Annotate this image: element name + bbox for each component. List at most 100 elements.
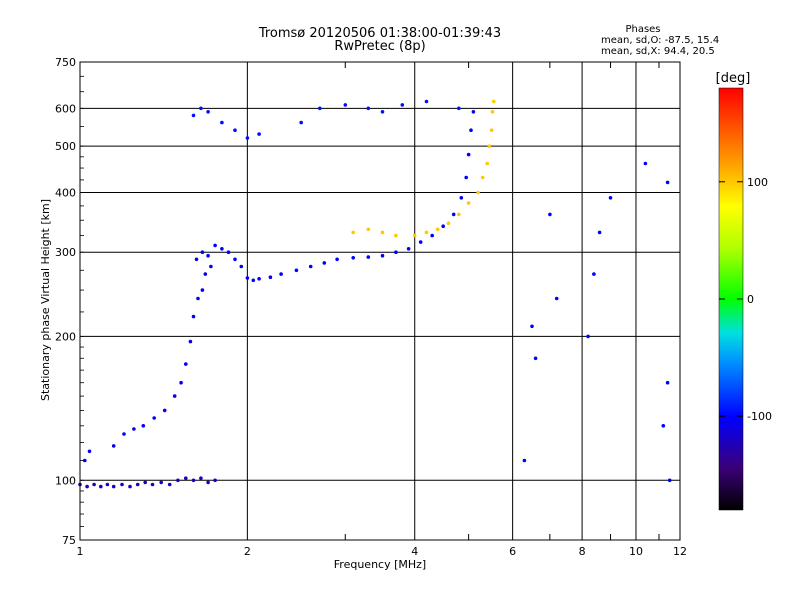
data-point bbox=[299, 120, 304, 125]
colorbar-tick-label: 100 bbox=[747, 176, 768, 189]
data-point bbox=[492, 99, 496, 104]
data-point bbox=[111, 444, 116, 448]
data-point bbox=[489, 128, 494, 132]
data-point bbox=[143, 480, 147, 485]
data-point bbox=[471, 110, 476, 114]
data-point bbox=[418, 240, 423, 244]
data-point bbox=[380, 110, 385, 114]
data-point bbox=[167, 482, 172, 487]
y-tick-label: 750 bbox=[55, 56, 76, 69]
y-tick-label: 400 bbox=[55, 186, 76, 199]
data-point bbox=[351, 255, 356, 260]
y-axis-label: Stationary phase Virtual Height [km] bbox=[39, 199, 52, 401]
data-point bbox=[191, 478, 196, 483]
data-point bbox=[111, 484, 116, 489]
data-point bbox=[194, 257, 199, 262]
data-point bbox=[380, 253, 385, 258]
data-point bbox=[459, 196, 464, 200]
data-point bbox=[394, 250, 398, 254]
y-tick-label: 100 bbox=[55, 474, 76, 487]
data-point bbox=[251, 278, 256, 283]
data-point bbox=[530, 324, 534, 329]
data-point bbox=[209, 264, 213, 269]
data-point bbox=[268, 275, 273, 280]
data-point bbox=[490, 110, 495, 114]
data-point bbox=[135, 482, 140, 487]
data-point bbox=[188, 339, 193, 344]
data-point bbox=[469, 128, 473, 132]
data-point bbox=[294, 268, 299, 273]
y-tick-label: 600 bbox=[55, 102, 76, 115]
data-point bbox=[245, 136, 250, 140]
data-point bbox=[196, 296, 200, 301]
phase-stats-heading: Phases bbox=[625, 24, 661, 35]
data-point bbox=[457, 212, 461, 217]
data-point bbox=[446, 221, 451, 225]
data-point bbox=[430, 233, 435, 238]
data-point bbox=[206, 110, 210, 114]
data-point bbox=[394, 233, 398, 238]
data-point bbox=[122, 432, 126, 436]
data-point bbox=[424, 99, 429, 104]
x-tick-label: 6 bbox=[509, 545, 516, 558]
data-point bbox=[191, 113, 196, 118]
data-point bbox=[667, 478, 672, 483]
data-point bbox=[220, 247, 224, 251]
y-tick-label: 300 bbox=[55, 246, 76, 259]
data-point bbox=[522, 458, 527, 463]
y-axis-ticks: 75 100 200 300 400 500 600 750 bbox=[55, 56, 84, 547]
data-point bbox=[191, 314, 196, 319]
data-point bbox=[120, 482, 124, 487]
x-tick-label: 1 bbox=[77, 545, 84, 558]
data-point bbox=[152, 416, 156, 420]
data-point bbox=[199, 476, 203, 481]
data-point bbox=[597, 230, 602, 235]
data-point bbox=[464, 175, 469, 180]
data-point bbox=[665, 380, 670, 385]
data-point bbox=[150, 482, 155, 487]
data-point bbox=[466, 152, 471, 157]
data-point bbox=[203, 272, 208, 276]
data-point bbox=[132, 427, 136, 431]
data-point bbox=[184, 362, 188, 366]
x-tick-label: 2 bbox=[244, 545, 251, 558]
data-point bbox=[184, 476, 188, 481]
data-point bbox=[199, 106, 203, 111]
data-point bbox=[99, 484, 103, 489]
data-point bbox=[176, 478, 180, 483]
x-tick-label: 4 bbox=[411, 545, 418, 558]
data-point bbox=[206, 253, 210, 258]
x-tick-label: 10 bbox=[629, 545, 643, 558]
x-tick-label: 8 bbox=[579, 545, 586, 558]
colorbar-tick-label: 0 bbox=[747, 293, 754, 306]
data-point bbox=[592, 272, 596, 276]
data-point bbox=[245, 276, 250, 280]
y-tick-label: 200 bbox=[55, 330, 76, 343]
data-point bbox=[435, 227, 440, 232]
x-axis-label: Frequency [MHz] bbox=[334, 558, 426, 571]
data-point bbox=[83, 458, 87, 463]
plot-frame bbox=[79, 61, 681, 541]
data-point bbox=[105, 482, 110, 487]
x-axis-ticks: 1 2 4 6 8 10 12 bbox=[77, 62, 687, 558]
data-point bbox=[554, 296, 559, 301]
y-tick-label: 500 bbox=[55, 140, 76, 153]
data-point bbox=[233, 257, 237, 262]
chart-grid bbox=[80, 62, 680, 540]
colorbar-tick-label: -100 bbox=[747, 410, 772, 423]
chart-title: Tromsø 20120506 01:38:00-01:39:43 bbox=[258, 26, 502, 41]
data-point bbox=[366, 227, 371, 232]
colorbar-unit-label: [deg] bbox=[716, 71, 751, 86]
data-point bbox=[318, 106, 322, 111]
data-point bbox=[128, 484, 132, 489]
data-point bbox=[366, 106, 371, 111]
y-tick-label: 75 bbox=[62, 534, 76, 547]
data-point bbox=[206, 480, 210, 485]
data-point bbox=[279, 272, 283, 276]
data-point bbox=[87, 449, 92, 454]
data-point bbox=[366, 255, 371, 259]
data-point bbox=[412, 233, 417, 238]
data-point bbox=[92, 482, 96, 487]
